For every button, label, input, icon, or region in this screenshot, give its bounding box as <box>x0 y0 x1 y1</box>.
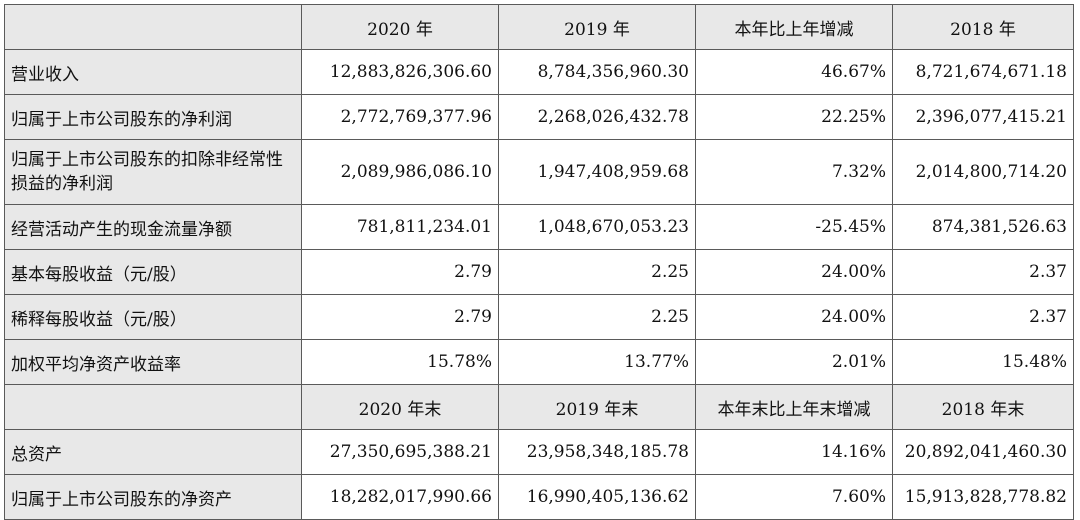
value-2018: 2,396,077,415.21 <box>892 94 1074 140</box>
value-2019: 2,268,026,432.78 <box>498 94 696 140</box>
table-row: 归属于上市公司股东的扣除非经常性损益的净利润 2,089,986,086.10 … <box>4 139 1074 205</box>
value-change: 24.00% <box>695 294 893 340</box>
table-row: 加权平均净资产收益率 15.78% 13.77% 2.01% 15.48% <box>4 339 1074 385</box>
value-2018: 15.48% <box>892 339 1074 385</box>
value-change: 7.32% <box>695 139 893 205</box>
value-2020: 2,772,769,377.96 <box>301 94 499 140</box>
table-row: 归属于上市公司股东的净资产 18,282,017,990.66 16,990,4… <box>4 474 1074 520</box>
value-2019: 1,947,408,959.68 <box>498 139 696 205</box>
row-label: 基本每股收益（元/股） <box>4 249 302 295</box>
header-2018: 2018 年 <box>892 4 1074 50</box>
table-row: 归属于上市公司股东的净利润 2,772,769,377.96 2,268,026… <box>4 94 1074 140</box>
value-change: 14.16% <box>695 429 893 475</box>
value-2020: 2.79 <box>301 294 499 340</box>
subheader-2018-end: 2018 年末 <box>892 384 1074 430</box>
financial-table-container: 2020 年 2019 年 本年比上年增减 2018 年 营业收入 12,883… <box>4 4 1074 520</box>
value-2020: 2,089,986,086.10 <box>301 139 499 205</box>
header-2019: 2019 年 <box>498 4 696 50</box>
table-row: 基本每股收益（元/股） 2.79 2.25 24.00% 2.37 <box>4 249 1074 295</box>
value-2020: 18,282,017,990.66 <box>301 474 499 520</box>
value-2018: 2,014,800,714.20 <box>892 139 1074 205</box>
value-2018: 2.37 <box>892 249 1074 295</box>
header-blank-cell <box>4 4 302 50</box>
value-2018: 874,381,526.63 <box>892 204 1074 250</box>
subheader-2020-end: 2020 年末 <box>301 384 499 430</box>
value-change: 46.67% <box>695 49 893 95</box>
table-row: 总资产 27,350,695,388.21 23,958,348,185.78 … <box>4 429 1074 475</box>
value-2018: 2.37 <box>892 294 1074 340</box>
value-2020: 27,350,695,388.21 <box>301 429 499 475</box>
row-label: 加权平均净资产收益率 <box>4 339 302 385</box>
value-2020: 12,883,826,306.60 <box>301 49 499 95</box>
value-change: 7.60% <box>695 474 893 520</box>
row-label: 稀释每股收益（元/股） <box>4 294 302 340</box>
value-2018: 8,721,674,671.18 <box>892 49 1074 95</box>
value-2018: 20,892,041,460.30 <box>892 429 1074 475</box>
value-2019: 8,784,356,960.30 <box>498 49 696 95</box>
value-2019: 2.25 <box>498 249 696 295</box>
row-label: 归属于上市公司股东的净利润 <box>4 94 302 140</box>
financial-summary-table: 2020 年 2019 年 本年比上年增减 2018 年 营业收入 12,883… <box>4 4 1074 520</box>
value-change: 24.00% <box>695 249 893 295</box>
value-2019: 13.77% <box>498 339 696 385</box>
value-2019: 16,990,405,136.62 <box>498 474 696 520</box>
subheader-2019-end: 2019 年末 <box>498 384 696 430</box>
row-label: 总资产 <box>4 429 302 475</box>
table-row: 营业收入 12,883,826,306.60 8,784,356,960.30 … <box>4 49 1074 95</box>
table-row: 稀释每股收益（元/股） 2.79 2.25 24.00% 2.37 <box>4 294 1074 340</box>
table-header-row: 2020 年 2019 年 本年比上年增减 2018 年 <box>4 4 1074 50</box>
row-label: 营业收入 <box>4 49 302 95</box>
row-label: 经营活动产生的现金流量净额 <box>4 204 302 250</box>
table-row: 经营活动产生的现金流量净额 781,811,234.01 1,048,670,0… <box>4 204 1074 250</box>
value-change: -25.45% <box>695 204 893 250</box>
value-change: 22.25% <box>695 94 893 140</box>
value-2020: 15.78% <box>301 339 499 385</box>
header-yoy-change: 本年比上年增减 <box>695 4 893 50</box>
value-2019: 23,958,348,185.78 <box>498 429 696 475</box>
value-2020: 781,811,234.01 <box>301 204 499 250</box>
row-label: 归属于上市公司股东的净资产 <box>4 474 302 520</box>
value-2019: 1,048,670,053.23 <box>498 204 696 250</box>
subheader-blank-cell <box>4 384 302 430</box>
value-2018: 15,913,828,778.82 <box>892 474 1074 520</box>
value-2019: 2.25 <box>498 294 696 340</box>
value-change: 2.01% <box>695 339 893 385</box>
subheader-yoy-change: 本年末比上年末增减 <box>695 384 893 430</box>
table-subheader-row: 2020 年末 2019 年末 本年末比上年末增减 2018 年末 <box>4 384 1074 430</box>
value-2020: 2.79 <box>301 249 499 295</box>
row-label: 归属于上市公司股东的扣除非经常性损益的净利润 <box>4 139 302 205</box>
header-2020: 2020 年 <box>301 4 499 50</box>
